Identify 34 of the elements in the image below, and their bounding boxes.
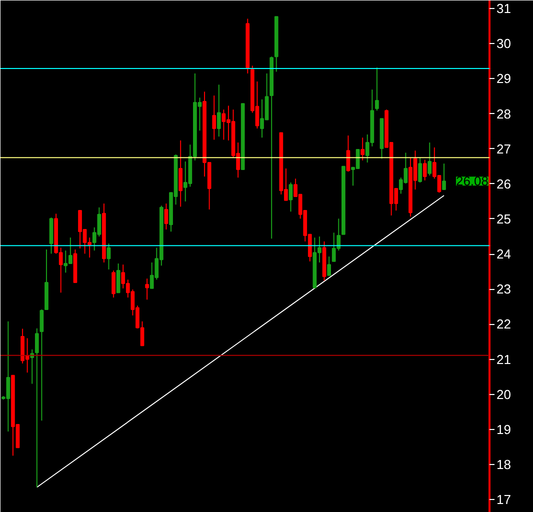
y-tick-label: 31 [496, 1, 511, 16]
y-tick-label: 29 [496, 71, 511, 86]
candlestick [106, 243, 111, 270]
y-tick-label: 22 [496, 316, 511, 332]
candlestick [327, 256, 331, 276]
y-tick-label: 23 [496, 282, 511, 297]
candlestick [40, 308, 44, 422]
candlestick [288, 182, 293, 212]
y-tick-label: 17 [496, 492, 511, 508]
candlestick [216, 84, 221, 138]
candlestick [428, 142, 432, 176]
y-tick-label: 18 [496, 456, 511, 472]
candlestick [145, 278, 149, 300]
candlestick [418, 157, 422, 184]
candlestick [164, 203, 168, 230]
y-tick-label: 24 [496, 246, 511, 262]
y-tick-label: 27 [496, 141, 511, 156]
candlestick [178, 140, 183, 208]
candlestick [116, 263, 120, 294]
y-tick-label: 20 [496, 386, 511, 402]
candlestick [422, 159, 427, 181]
text: 26.08 [456, 174, 489, 189]
y-tick-label: 26 [496, 176, 511, 192]
candlestick [442, 163, 446, 190]
candlestick [212, 95, 216, 140]
y-tick-label: 30 [496, 36, 511, 52]
y-tick-label: 25 [496, 211, 511, 226]
candlestick [34, 328, 39, 488]
candlestick [360, 137, 365, 161]
candlestick [112, 270, 116, 298]
candlestick [375, 66, 379, 112]
y-tick-label: 19 [496, 422, 511, 437]
y-tick-label: 28 [496, 106, 511, 122]
y-tick-label: 21 [496, 352, 511, 367]
